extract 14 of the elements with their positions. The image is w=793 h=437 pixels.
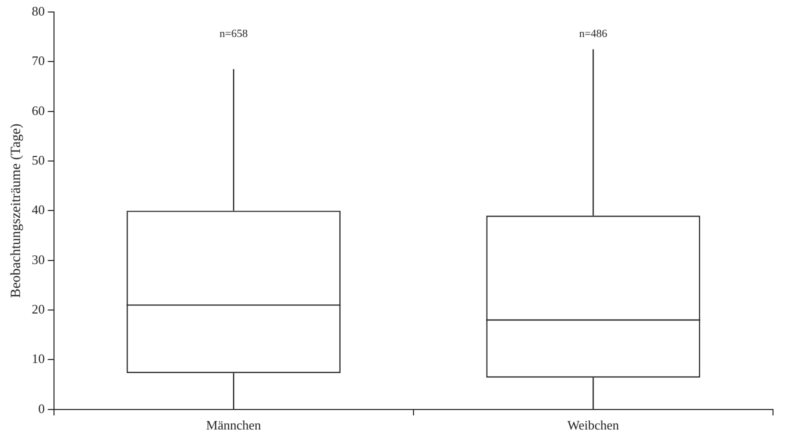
x-tick-label: Männchen: [206, 418, 262, 433]
y-tick-label: 70: [32, 53, 45, 68]
y-tick-label: 60: [32, 102, 45, 118]
y-tick-label: 40: [32, 202, 45, 218]
y-axis-title: Beobachtungszeiträume (Tage): [9, 123, 24, 298]
y-tick-label: 80: [32, 3, 45, 18]
y-tick-label: 50: [32, 152, 45, 168]
y-tick-label: 10: [32, 351, 45, 366]
annotation: n=658: [219, 28, 248, 40]
y-tick-label: 0: [38, 400, 45, 416]
y-tick-label: 20: [32, 301, 45, 316]
annotation: n=486: [579, 28, 608, 40]
y-tick-label: 30: [32, 252, 45, 267]
x-tick-label: Weibchen: [567, 418, 620, 433]
